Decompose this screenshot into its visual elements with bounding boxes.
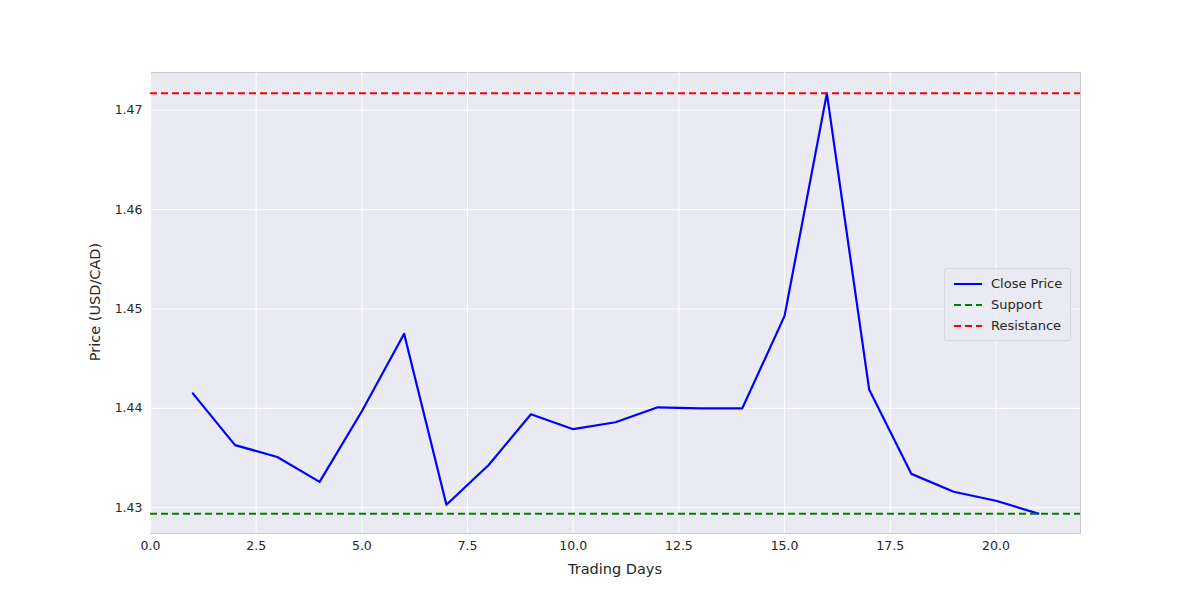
svg-text:0.0: 0.0 <box>141 538 161 553</box>
html-text:Support: Support <box>991 297 1043 312</box>
svg-text:20.0: 20.0 <box>982 538 1010 553</box>
svg-text:1.47: 1.47 <box>115 102 143 117</box>
svg-text:10.0: 10.0 <box>559 538 587 553</box>
svg-text:7.5: 7.5 <box>458 538 478 553</box>
svg-text:1.46: 1.46 <box>115 202 143 217</box>
svg-text:1.44: 1.44 <box>115 400 143 415</box>
html-text:USD/CAD - 30 Day Price Movemen: USD/CAD - 30 Day Price Movement with Sup… <box>347 48 883 67</box>
svg-text:5.0: 5.0 <box>352 538 372 553</box>
svg-text:2.5: 2.5 <box>246 538 266 553</box>
svg-text:1.45: 1.45 <box>115 301 143 316</box>
svg-text:12.5: 12.5 <box>665 538 693 553</box>
svg-text:1.43: 1.43 <box>115 500 143 515</box>
html-text:Price (USD/CAD): Price (USD/CAD) <box>87 242 103 362</box>
svg-text:17.5: 17.5 <box>876 538 904 553</box>
html-text:Trading Days: Trading Days <box>568 561 662 577</box>
html-text:Resistance: Resistance <box>991 318 1062 333</box>
svg-text:15.0: 15.0 <box>771 538 799 553</box>
html-text:Close Price: Close Price <box>991 276 1063 291</box>
